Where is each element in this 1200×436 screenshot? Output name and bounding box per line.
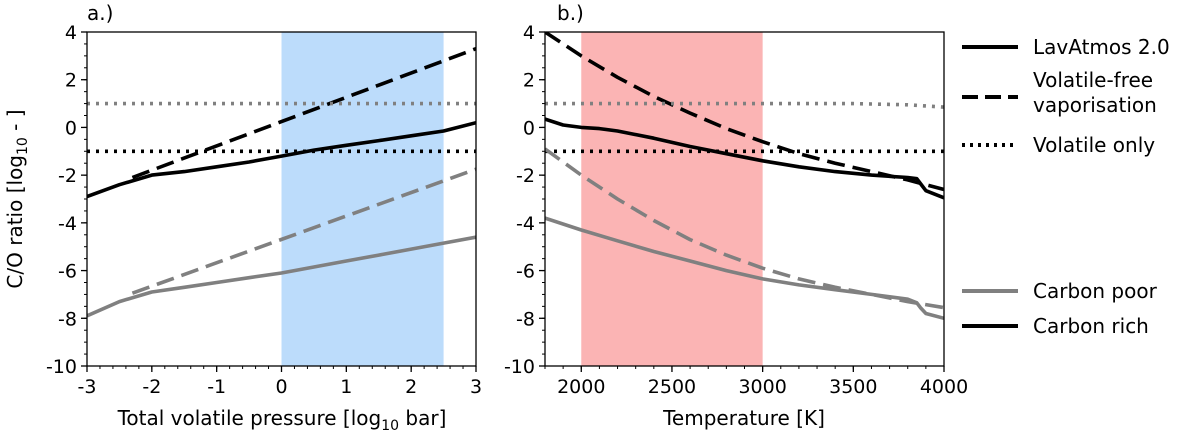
x-tick-label: 4000 [920,376,968,398]
legend-label-carbon-rich: Carbon rich [1033,314,1149,338]
y-tick-label: -2 [516,165,535,187]
x-tick-label: 2000 [557,376,605,398]
shaded-band [281,32,444,366]
panel-a-label: a.) [87,1,113,25]
legend-label-volatile-only: Volatile only [1033,133,1155,157]
panel-a-series [87,47,476,318]
panel-b-x-axis-title: Temperature [K] [662,406,825,430]
y-tick-label: -8 [516,308,535,330]
legend: LavAtmos 2.0 Volatile-free vaporisation … [962,35,1170,338]
y-tick-label: -4 [516,213,535,235]
legend-label-carbon-poor: Carbon poor [1033,279,1158,303]
y-tick-label: 4 [523,22,535,44]
y-tick-label: -8 [58,308,77,330]
x-tick-label: 2500 [648,376,696,398]
y-tick-label: 2 [65,70,77,92]
y-tick-label: -10 [504,356,535,378]
series-line-carbon-rich-dashed [131,47,476,180]
y-tick-label: 4 [65,22,77,44]
legend-label-lavatmos: LavAtmos 2.0 [1033,35,1170,59]
panel-b: b.) 2000 2500 3000 3500 4000 -10 -8 -6 -4 -2 0 2 4 T… [504,1,968,430]
series-line-carbon-poor-dashed [545,147,944,310]
series-line-carbon-poor-dashed [131,167,476,295]
x-tick-label: 1 [340,376,352,398]
panel-b-series [545,32,944,321]
y-tick-label: -6 [58,261,77,283]
panel-a-x-axis-title: Total volatile pressure [log10 bar] [117,406,447,434]
x-tick-label: -2 [142,376,161,398]
series-line-carbon-poor-dotted [545,101,944,109]
shaded-band [581,32,763,366]
y-tick-label: 2 [523,70,535,92]
y-tick-label: -10 [46,356,77,378]
series-line-carbon-poor-solid [87,235,476,318]
legend-label-volatile-free: Volatile-free [1033,68,1153,92]
x-tick-label: 0 [275,376,287,398]
x-tick-label: 3000 [738,376,786,398]
series-line-carbon-rich-solid [545,117,944,200]
y-tick-label: -4 [58,213,77,235]
x-tick-label: 3 [470,376,482,398]
series-line-carbon-rich-solid [87,120,476,199]
legend-label-vaporisation: vaporisation [1033,93,1157,117]
panel-b-label: b.) [557,1,584,25]
x-tick-label: 2 [405,376,417,398]
y-tick-label: 0 [65,117,77,139]
panel-a-shaded-region [281,32,444,366]
y-tick-label: -6 [516,261,535,283]
y-axis-title: C/O ratio [log10 - ] [3,109,31,288]
y-tick-label: -2 [58,165,77,187]
x-tick-label: 3500 [829,376,877,398]
y-tick-label: 0 [523,117,535,139]
x-tick-label: -3 [78,376,97,398]
series-line-carbon-rich-dashed [545,32,944,192]
panel-b-ticks: 2000 2500 3000 3500 4000 -10 -8 -6 -4 -2 0 2 4 [504,22,968,398]
x-tick-label: -1 [207,376,226,398]
series-line-carbon-poor-solid [545,216,944,321]
panel-b-shaded-region [581,32,763,366]
